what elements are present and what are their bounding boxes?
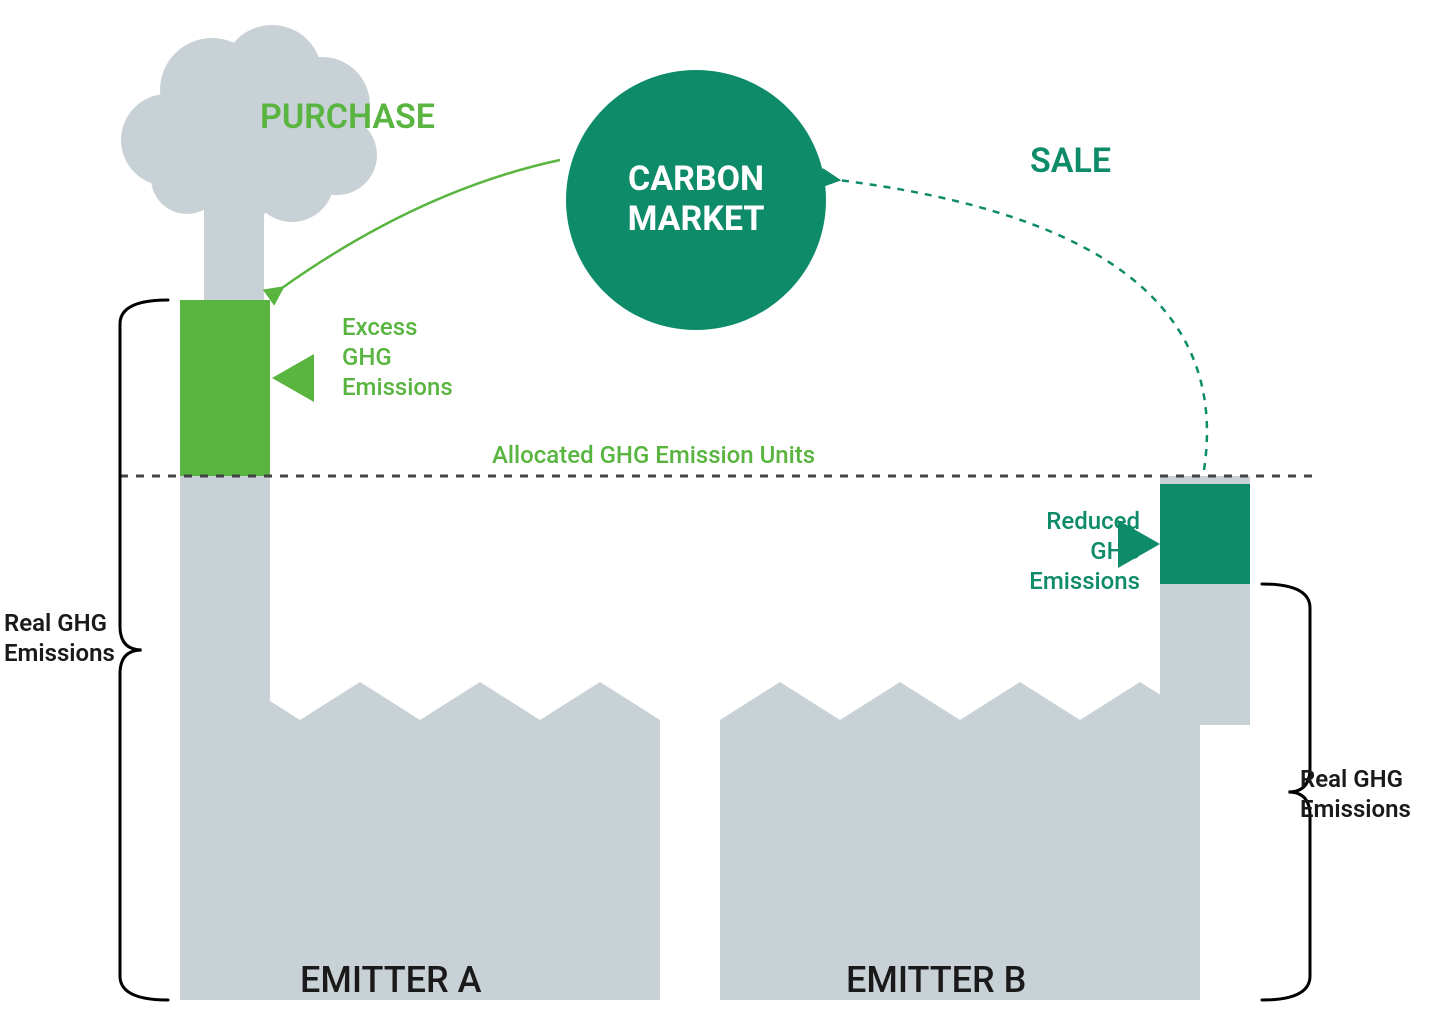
excess-ghg-block	[180, 300, 270, 476]
reduced-ghg-label: Reduced GHG Emissions	[1029, 506, 1140, 596]
brace-emitter-a	[120, 300, 168, 1000]
excess-pointer-icon	[272, 354, 314, 402]
real-ghg-a-label: Real GHG Emissions	[4, 608, 115, 668]
reduced-ghg-block	[1160, 484, 1250, 584]
excess-ghg-label: Excess GHG Emissions	[342, 312, 453, 402]
emitter-a-label: EMITTER A	[300, 958, 481, 1003]
carbon-market-diagram: CARBONMARKET PURCHASE SALE Excess GHG Emis…	[0, 0, 1440, 1014]
purchase-label: PURCHASE	[260, 96, 435, 139]
sale-arrow	[838, 180, 1207, 470]
emitter-b-label: EMITTER B	[846, 958, 1026, 1003]
diagram-canvas: CARBONMARKET	[0, 0, 1440, 1014]
sale-label: SALE	[1030, 140, 1111, 183]
carbon-market-text-1: CARBON	[628, 159, 764, 199]
allocated-units-label: Allocated GHG Emission Units	[492, 440, 815, 470]
smoke-cloud	[121, 25, 377, 320]
carbon-market-text-2: MARKET	[628, 199, 765, 239]
real-ghg-b-label: Real GHG Emissions	[1300, 764, 1411, 824]
